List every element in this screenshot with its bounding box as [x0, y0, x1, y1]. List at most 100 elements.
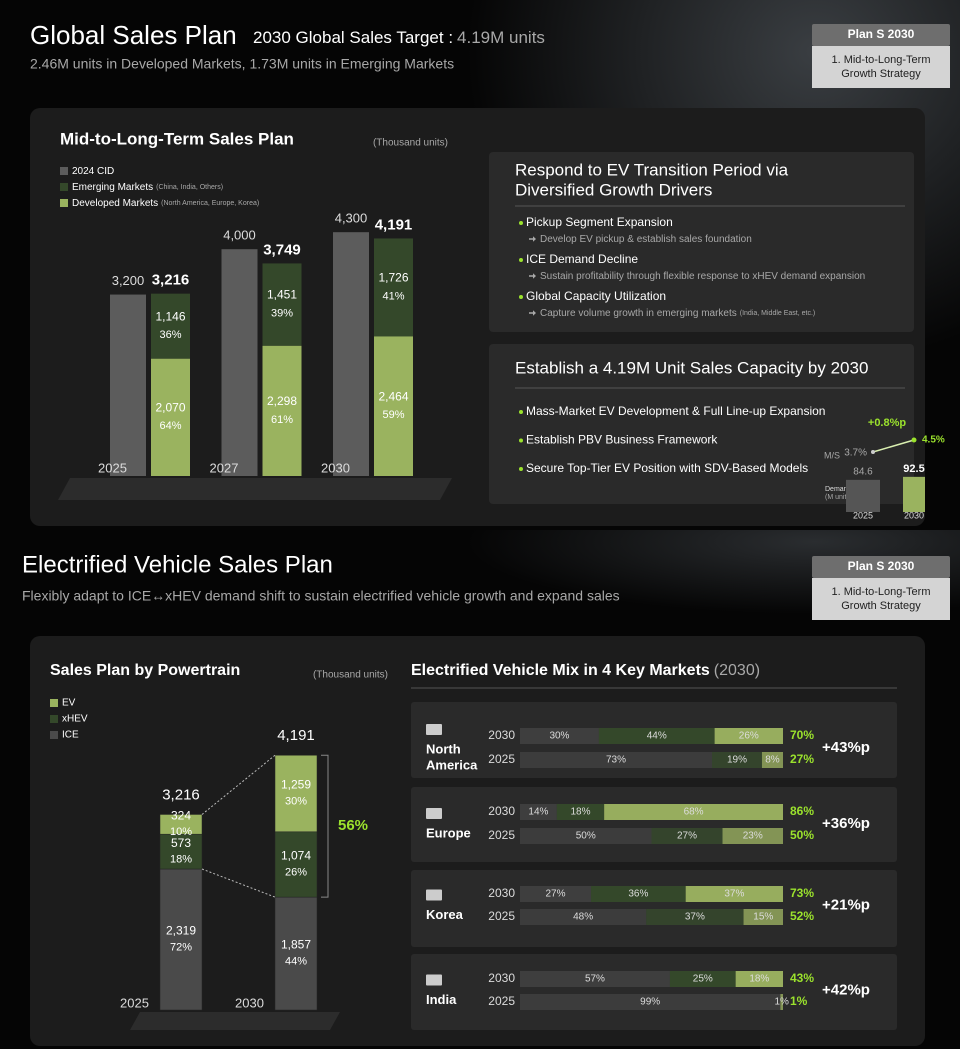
- bullet: [519, 221, 523, 225]
- badge-line: Growth Strategy: [841, 600, 921, 612]
- mix-segment: [735, 971, 783, 987]
- cid-value-label: 3,200: [112, 273, 145, 288]
- detail-note: (India, Middle East, etc.): [740, 310, 815, 317]
- segment-share-label: 30%: [285, 795, 307, 807]
- row-year: 2025: [488, 994, 515, 1008]
- segment-label: 1%: [774, 997, 789, 1008]
- mix-segment: [598, 728, 715, 744]
- title-text: Electrified Vehicle Mix in 4 Key Markets: [411, 662, 710, 679]
- stack-segment: [151, 358, 190, 476]
- segment-label: 36%: [628, 889, 648, 900]
- electrified-share: 70%: [790, 728, 814, 742]
- badge-title: Plan S 2030: [848, 27, 915, 41]
- total-label: 4,191: [277, 727, 315, 744]
- x-tick-label: 2027: [210, 460, 239, 475]
- segment-label: 27%: [545, 889, 565, 900]
- mix-segment: [520, 994, 781, 1010]
- legend-entry: Developed Markets (North America, Europe,…: [72, 198, 259, 209]
- segment-label: 99%: [640, 997, 660, 1008]
- bullet: [519, 410, 523, 414]
- target-value: 4.19M units: [457, 28, 545, 47]
- segment-label: 57%: [585, 974, 605, 985]
- demand-unit-label: (M units): [825, 494, 852, 501]
- segment-value-label: 1,146: [155, 309, 185, 323]
- total-label: 3,749: [263, 241, 301, 258]
- mix-segment: [714, 728, 783, 744]
- detail-text: Capture volume growth in emerging market…: [540, 308, 737, 319]
- stack-segment: [159, 868, 203, 1011]
- demand-axis-label: Demand: [825, 486, 852, 493]
- row-year: 2030: [488, 886, 515, 900]
- chart-title: Sales Plan by Powertrain: [50, 662, 240, 679]
- segment-label: 50%: [576, 831, 596, 842]
- improvement-label: +42%p: [822, 981, 870, 998]
- chart-title: Electrified Vehicle Mix in 4 Key Markets…: [411, 662, 760, 679]
- segment-label: 48%: [573, 912, 593, 923]
- legend-note: (China, India, Others): [156, 184, 223, 191]
- legend-name: Developed Markets: [72, 198, 158, 209]
- item-title: Establish PBV Business Framework: [526, 433, 718, 447]
- segment-label: 8%: [765, 755, 780, 766]
- mix-segment: [685, 886, 783, 902]
- flag-icon: [426, 808, 442, 819]
- segment-label: 73%: [606, 755, 626, 766]
- arrow-icon: [529, 273, 536, 279]
- segment-value-label: 1,726: [378, 271, 408, 285]
- platform: [130, 1012, 340, 1030]
- legend-name: Emerging Markets: [72, 182, 153, 193]
- mix-segment: [520, 971, 670, 987]
- segment-value-label: 2,464: [378, 389, 408, 403]
- bullet: [519, 438, 523, 443]
- badge-body: [812, 46, 950, 88]
- segment-value-label: 2,298: [267, 394, 297, 408]
- target-label: 2030 Global Sales Target :: [253, 28, 453, 47]
- panel-box: [489, 152, 914, 332]
- segment-value-label: 2,070: [155, 400, 185, 414]
- panel-title: Respond to EV Transition Period via: [515, 160, 789, 179]
- row-year: 2030: [488, 728, 515, 742]
- mix-segment: [711, 752, 762, 768]
- bracket: [321, 754, 329, 898]
- bullet: [519, 467, 523, 471]
- segment-label: 15%: [753, 912, 773, 923]
- panel-box: [489, 344, 914, 504]
- badge-head: [812, 556, 950, 578]
- legend-entry: ICE: [62, 730, 79, 741]
- section-subtitle: Flexibly adapt to ICE↔xHEV demand shift …: [22, 588, 620, 604]
- legend-entry: xHEV: [62, 714, 88, 725]
- stack-segment: [274, 754, 318, 833]
- legend-swatch: [50, 715, 58, 723]
- segment-share-label: 39%: [271, 307, 293, 319]
- detail-text: Sustain profitability through flexible r…: [540, 271, 865, 282]
- mix-segment: [604, 804, 783, 820]
- segment-share-label: 18%: [170, 853, 192, 865]
- badge-line: 1. Mid-to-Long-Term: [831, 586, 930, 598]
- improvement-label: +36%p: [822, 815, 870, 832]
- x-tick-label: 2030: [235, 995, 264, 1010]
- share-label: 3.7%: [844, 448, 867, 459]
- segment-share-label: 26%: [285, 866, 307, 878]
- segment-value-label: 1,074: [281, 849, 311, 863]
- page-title: Global Sales Plan: [30, 20, 237, 50]
- segment-label: 37%: [724, 889, 744, 900]
- segment-label: 44%: [647, 731, 667, 742]
- share-axis-label: M/S: [824, 450, 840, 460]
- cid-bar: [110, 294, 146, 476]
- market-name: India: [426, 992, 457, 1007]
- segment-label: 23%: [743, 831, 763, 842]
- mix-segment: [520, 728, 599, 744]
- electrified-share: 86%: [790, 804, 814, 818]
- stack-segment: [151, 293, 190, 359]
- panel-title: Diversified Growth Drivers: [515, 180, 712, 199]
- segment-share-label: 44%: [285, 955, 307, 967]
- row-year: 2030: [488, 971, 515, 985]
- market-name: North: [426, 741, 461, 756]
- unit-label: (Thousand units): [373, 138, 448, 149]
- item-detail: Capture volume growth in emerging market…: [540, 308, 815, 319]
- legend-note: (North America, Europe, Korea): [161, 200, 259, 207]
- stack-segment: [262, 263, 302, 346]
- cid-bar: [333, 232, 369, 476]
- legend-entry: EV: [62, 698, 76, 709]
- mix-segment: [722, 828, 783, 844]
